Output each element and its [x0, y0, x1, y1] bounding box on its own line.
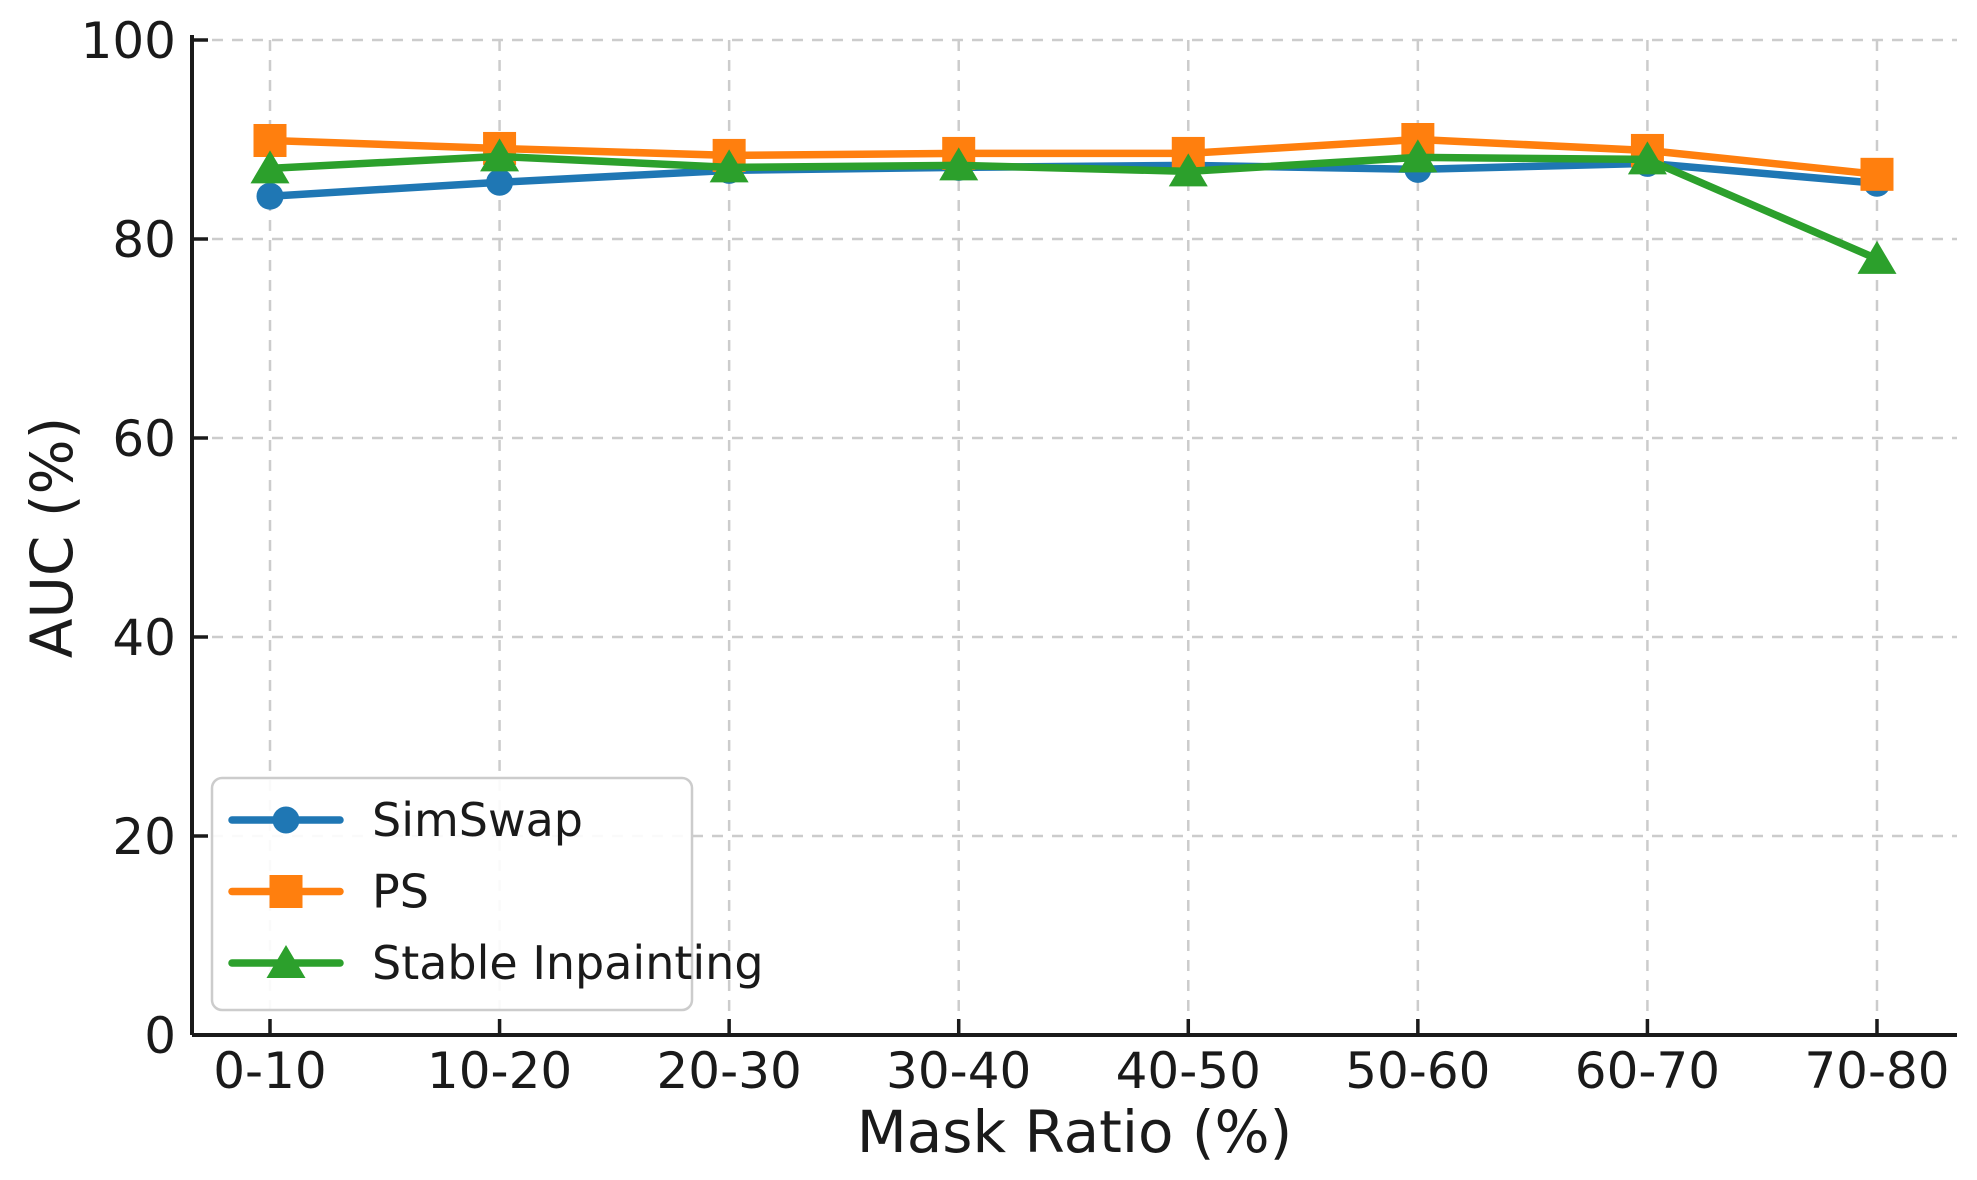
series-stable-inpainting: [250, 138, 1897, 274]
data-point-ps-70-80: [1860, 157, 1894, 191]
tick-labels: 0 20 40 60 80 100 0-10 10-20 20-30 30-40 40-50 50-6…: [81, 12, 1950, 1100]
y-tick-label: 20: [112, 808, 176, 866]
series-line-ps: [266, 135, 1881, 179]
y-tick-label: 80: [112, 211, 176, 269]
y-tick-label: 100: [81, 12, 176, 70]
x-tick-label: 30-40: [886, 1042, 1031, 1100]
legend-box: [210, 776, 694, 1012]
y-axis-label: AUC (%): [18, 417, 86, 658]
x-tick-label: 70-80: [1804, 1042, 1949, 1100]
legend-label-ps: PS: [372, 865, 429, 919]
axes-spines: [190, 35, 1957, 1037]
legend: SimSwap PS Stable Inpainting: [210, 776, 764, 1012]
data-point-stable-inpainting-30-40: [939, 147, 979, 181]
legend-item-stable-inpainting: Stable Inpainting: [228, 936, 764, 990]
data-point-stable-inpainting-40-50: [1168, 153, 1208, 187]
legend-item-ps: PS: [228, 865, 429, 919]
x-tick-label: 60-70: [1575, 1042, 1720, 1100]
x-tick-label: 50-60: [1345, 1042, 1490, 1100]
x-tick-label: 40-50: [1116, 1042, 1261, 1100]
x-tick-label: 0-10: [213, 1042, 326, 1100]
data-point-stable-inpainting-70-80: [1857, 240, 1897, 274]
data-point-stable-inpainting-60-70: [1627, 141, 1667, 175]
legend-marker-stable-inpainting: [266, 945, 306, 978]
y-tick-label: 60: [112, 410, 176, 468]
legend-item-simswap: SimSwap: [228, 793, 583, 847]
data-point-stable-inpainting-0-10: [250, 150, 290, 184]
series-line-stable-inpainting: [266, 152, 1881, 263]
data-point-stable-inpainting-10-20: [480, 138, 520, 172]
x-tick-label: 10-20: [427, 1042, 572, 1100]
legend-label-stable-inpainting: Stable Inpainting: [372, 936, 764, 990]
legend-label-simswap: SimSwap: [372, 793, 583, 847]
legend-marker-ps: [269, 875, 303, 908]
legend-marker-simswap: [272, 806, 300, 834]
x-axis-label: Mask Ratio (%): [857, 1098, 1293, 1166]
y-tick-label: 0: [144, 1007, 176, 1065]
data-point-stable-inpainting-20-30: [709, 149, 749, 183]
axis-ticks: [192, 38, 1879, 1037]
x-tick-label: 20-30: [656, 1042, 801, 1100]
data-point-simswap-0-10: [256, 182, 284, 210]
y-tick-label: 40: [112, 609, 176, 667]
data-point-stable-inpainting-50-60: [1398, 139, 1438, 173]
data-point-simswap-10-20: [486, 168, 514, 196]
